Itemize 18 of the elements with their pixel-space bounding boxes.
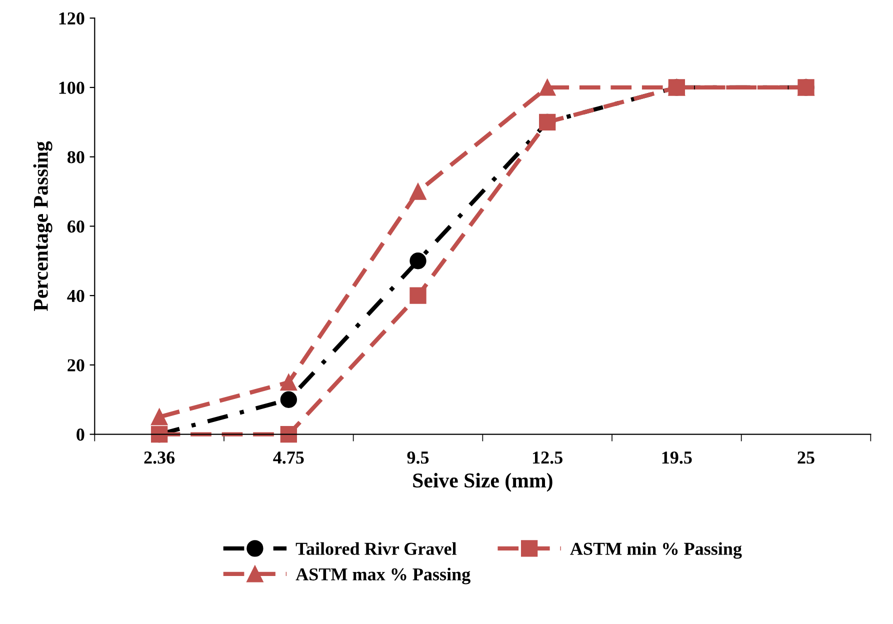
y-tick-label: 100 bbox=[59, 82, 84, 94]
x-tick-label: 19.5 bbox=[662, 452, 692, 464]
x-tick-label: 25 bbox=[798, 452, 814, 464]
x-axis-title: Seive Size (mm) bbox=[413, 472, 552, 492]
y-tick-label: 0 bbox=[76, 428, 84, 441]
y-tick-label: 120 bbox=[59, 12, 84, 25]
y-tick-label: 40 bbox=[67, 290, 84, 302]
y-tick-label: 60 bbox=[68, 220, 84, 233]
y-tick-label: 20 bbox=[68, 359, 84, 372]
legend-label: Tailored Rivr Gravel bbox=[296, 542, 456, 555]
x-tick-label: 12.5 bbox=[532, 452, 562, 464]
y-tick-label: 80 bbox=[67, 151, 84, 164]
legend-label: ASTM min % Passing bbox=[570, 542, 742, 559]
x-tick-label: 9.5 bbox=[407, 452, 429, 464]
x-tick-label: 4.75 bbox=[273, 452, 304, 464]
y-axis-title: Percentage Passing bbox=[33, 141, 52, 311]
legend-label: ASTM max % Passing bbox=[296, 568, 470, 584]
x-tick-label: 2.36 bbox=[144, 452, 175, 464]
